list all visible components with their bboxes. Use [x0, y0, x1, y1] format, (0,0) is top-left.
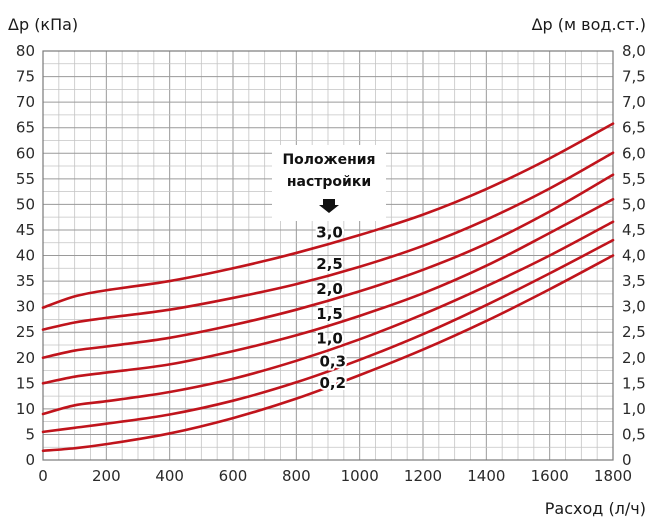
x-tick-label: 1600	[531, 467, 569, 485]
y-right-tick-label: 5,0	[622, 195, 646, 213]
y-right-tick-label: 0,5	[622, 425, 646, 443]
y-left-tick-label: 5	[25, 425, 35, 443]
y-right-tick-label: 1,0	[622, 400, 646, 418]
y-right-tick-label: 3,5	[622, 272, 646, 290]
y-right-tick-label: 2,0	[622, 349, 646, 367]
y-left-tick-label: 75	[16, 68, 35, 86]
y-left-tick-label: 50	[16, 195, 35, 213]
settings-annotation: Положения настройки	[272, 145, 386, 221]
y-left-tick-label: 25	[16, 323, 35, 341]
x-tick-label: 600	[219, 467, 248, 485]
y-left-tick-label: 15	[16, 374, 35, 392]
y-left-tick-label: 55	[16, 170, 35, 188]
series-label: 2,5	[316, 255, 343, 273]
x-tick-label: 1400	[467, 467, 505, 485]
series-label: 3,0	[316, 224, 343, 242]
tick-labels: 0510152025303540455055606570758000,51,01…	[16, 42, 646, 485]
y-right-tick-label: 6,0	[622, 144, 646, 162]
y-left-tick-label: 10	[16, 400, 35, 418]
series-lines	[41, 122, 615, 453]
y-left-tick-label: 60	[16, 144, 35, 162]
series-line	[41, 220, 615, 416]
series-labels: 3,0 2,5 2,0 1,5 1,0 0,3 0,2	[314, 222, 348, 395]
x-axis-title: Расход (л/ч)	[545, 499, 646, 518]
series-label: 0,3	[319, 352, 346, 370]
series-label: 1,5	[316, 305, 343, 323]
series-label: 2,0	[316, 280, 343, 298]
y-right-tick-label: 5,5	[622, 170, 646, 188]
series-label: 0,2	[319, 374, 346, 392]
series-line	[41, 197, 615, 385]
series-line	[41, 151, 615, 331]
y-left-tick-label: 70	[16, 93, 35, 111]
y-left-tick-label: 35	[16, 272, 35, 290]
y-right-tick-label: 2,5	[622, 323, 646, 341]
series-line	[41, 173, 615, 360]
y-right-tick-label: 0	[622, 451, 632, 469]
series-line	[41, 122, 615, 309]
y-right-tick-label: 4,5	[622, 221, 646, 239]
y-right-tick-label: 3,0	[622, 298, 646, 316]
y-right-tick-label: 8,0	[622, 42, 646, 60]
y-right-tick-label: 6,5	[622, 119, 646, 137]
y-right-tick-label: 1,5	[622, 374, 646, 392]
y-left-tick-label: 40	[16, 247, 35, 265]
annotation-line-2: настройки	[287, 174, 371, 190]
arrow-down-icon	[319, 199, 339, 213]
x-tick-label: 1000	[341, 467, 379, 485]
x-tick-label: 0	[38, 467, 48, 485]
y-left-tick-label: 0	[25, 451, 35, 469]
y-left-axis-title: Δp (кПа)	[8, 15, 78, 34]
series-line	[41, 238, 615, 434]
y-left-tick-label: 30	[16, 298, 35, 316]
x-tick-label: 200	[92, 467, 121, 485]
series-label: 1,0	[316, 330, 343, 348]
y-left-tick-label: 45	[16, 221, 35, 239]
y-right-tick-label: 4,0	[622, 247, 646, 265]
y-right-tick-label: 7,5	[622, 68, 646, 86]
y-left-tick-label: 80	[16, 42, 35, 60]
series-line	[41, 254, 615, 453]
y-left-tick-label: 20	[16, 349, 35, 367]
x-tick-label: 400	[155, 467, 184, 485]
y-right-tick-label: 7,0	[622, 93, 646, 111]
x-tick-label: 800	[282, 467, 311, 485]
x-tick-label: 1800	[594, 467, 632, 485]
annotation-line-1: Положения	[282, 152, 375, 168]
y-left-tick-label: 65	[16, 119, 35, 137]
y-right-axis-title: Δp (м вод.ст.)	[532, 15, 646, 34]
x-tick-label: 1200	[404, 467, 442, 485]
grid	[42, 50, 614, 461]
